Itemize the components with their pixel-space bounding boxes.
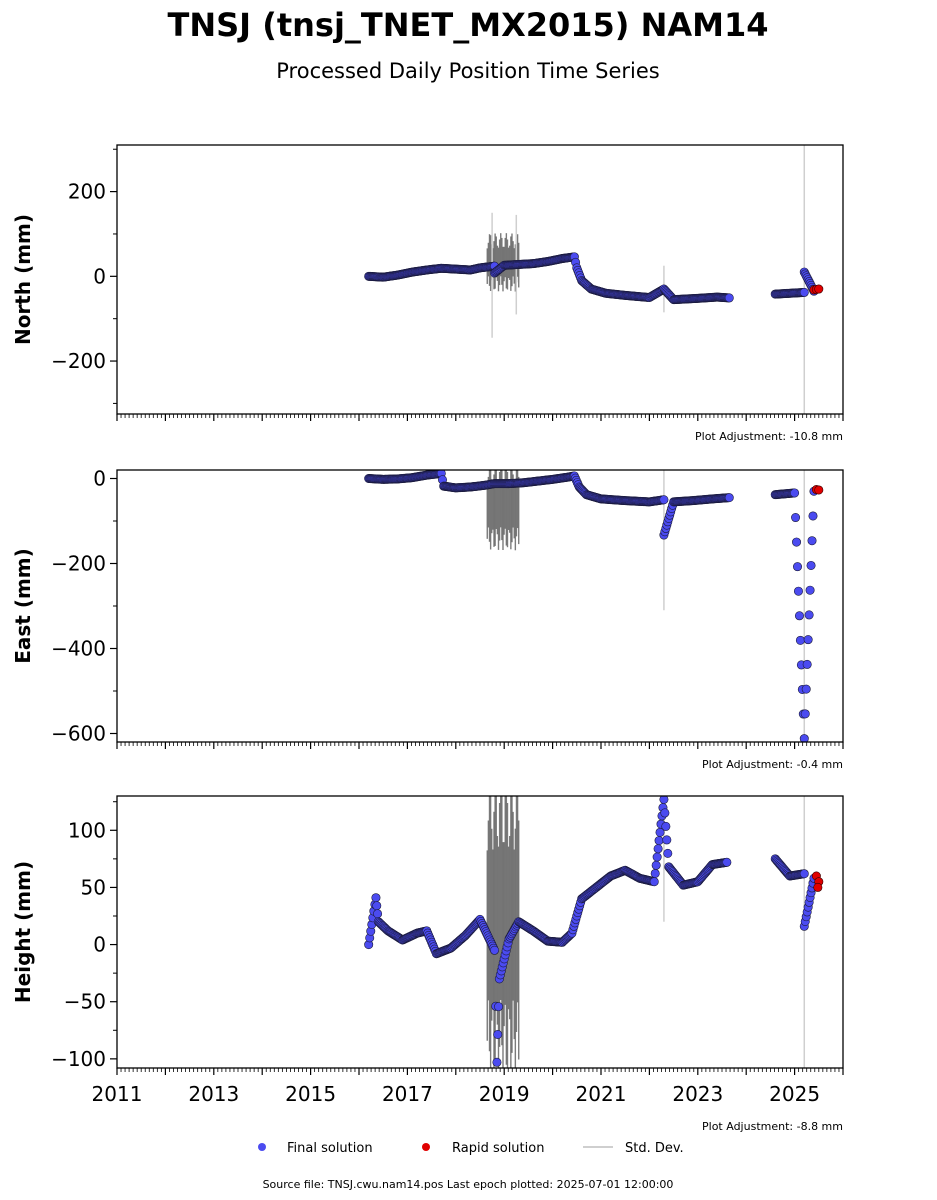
- height-final-point: [722, 857, 732, 867]
- east-rapid-point: [814, 485, 824, 495]
- north-frame: [116, 144, 844, 415]
- xtick-label: 2013: [188, 1082, 239, 1106]
- east-frame: [116, 469, 844, 743]
- east-final-point: [807, 536, 817, 546]
- north-panel: 200 0 −200 North (mm) Plot Adjustment: -10.8…: [11, 144, 844, 443]
- height-marks: [364, 796, 824, 1068]
- height-rapid-point: [813, 882, 823, 892]
- height-final-point: [371, 893, 381, 903]
- height-final-point: [494, 1002, 504, 1012]
- height-final-point: [650, 868, 660, 878]
- legend: Final solution Rapid solution Std. Dev.: [258, 1141, 684, 1156]
- east-final-point: [795, 635, 805, 645]
- height-final-point: [659, 796, 669, 804]
- north-adjustment: Plot Adjustment: -10.8 mm: [695, 430, 843, 443]
- east-ylabel: East (mm): [11, 548, 35, 664]
- height-panel: 100 50 0 −50 −100 Height (mm) Plot Adjustment:…: [11, 795, 844, 1133]
- legend-rapid-label: Rapid solution: [452, 1141, 544, 1156]
- legend-final-marker: [258, 1143, 266, 1151]
- east-final-point: [794, 611, 804, 621]
- east-final-point: [793, 586, 803, 596]
- height-final-point: [492, 1057, 502, 1067]
- north-ytick-label: −200: [51, 349, 106, 373]
- east-final-point: [790, 488, 800, 498]
- east-final-point: [724, 493, 734, 503]
- east-ytick-label: −600: [51, 722, 106, 746]
- panels: 200 0 −200 North (mm) Plot Adjustment: -10.8…: [11, 144, 844, 1133]
- height-final-point: [799, 869, 809, 879]
- north-ylabel: North (mm): [11, 214, 35, 345]
- east-marks: [364, 470, 824, 742]
- height-final-point: [660, 808, 670, 818]
- east-ytick-label: −200: [51, 552, 106, 576]
- height-final-point: [653, 844, 663, 854]
- east-final-point: [804, 610, 814, 620]
- height-final-point: [490, 945, 500, 955]
- east-final-point: [802, 659, 812, 669]
- height-frame: [116, 795, 844, 1069]
- east-final-point: [805, 585, 815, 595]
- north-marks: [364, 145, 824, 414]
- height-final-point: [649, 877, 659, 887]
- east-final-point: [800, 709, 810, 719]
- height-final-point: [493, 1029, 503, 1039]
- east-adjustment: Plot Adjustment: -0.4 mm: [702, 758, 843, 771]
- east-final-point: [808, 511, 818, 521]
- east-final-point: [806, 560, 816, 570]
- east-final-point: [792, 537, 802, 547]
- height-final-point: [651, 860, 661, 870]
- figure-subtitle: Processed Daily Position Time Series: [276, 59, 660, 83]
- east-ytick-label: −400: [51, 637, 106, 661]
- east-final-point: [793, 562, 803, 572]
- xtick-label: 2025: [769, 1082, 820, 1106]
- height-final-point: [662, 835, 672, 845]
- north-final-point: [724, 293, 734, 303]
- legend-rapid-marker: [422, 1143, 430, 1151]
- east-ytick-label: 0: [93, 467, 106, 491]
- legend-stddev-label: Std. Dev.: [625, 1141, 684, 1156]
- east-final-point: [799, 734, 809, 742]
- height-ylabel: Height (mm): [11, 861, 35, 1003]
- xtick-label: 2015: [285, 1082, 336, 1106]
- east-final-point: [791, 513, 801, 523]
- north-ytick-label: 0: [93, 264, 106, 288]
- height-final-point: [652, 852, 662, 862]
- height-adjustment: Plot Adjustment: -8.8 mm: [702, 1120, 843, 1133]
- height-ytick-label: −50: [64, 990, 106, 1014]
- east-panel: 0 −200 −400 −600 East (mm) Plot Adjustment: -…: [11, 467, 844, 771]
- xtick-label: 2019: [479, 1082, 530, 1106]
- height-final-point: [654, 836, 664, 846]
- height-ytick-label: 50: [81, 875, 106, 899]
- north-final-point: [799, 287, 809, 297]
- height-final-point: [373, 909, 383, 919]
- height-final-point: [372, 901, 382, 911]
- xtick-label: 2017: [382, 1082, 433, 1106]
- xtick-label: 2023: [672, 1082, 723, 1106]
- figure-title: TNSJ (tnsj_TNET_MX2015) NAM14: [168, 6, 769, 44]
- north-ytick-label: 200: [68, 180, 106, 204]
- north-rapid-point: [814, 284, 824, 294]
- height-ytick-label: 100: [68, 818, 106, 842]
- source-note: Source file: TNSJ.cwu.nam14.pos Last epo…: [263, 1178, 674, 1191]
- legend-final-label: Final solution: [287, 1141, 373, 1156]
- east-final-point: [801, 684, 811, 694]
- height-final-point: [661, 821, 671, 831]
- xtick-label: 2011: [92, 1082, 143, 1106]
- height-ytick-label: −100: [51, 1047, 106, 1071]
- east-final-point: [803, 635, 813, 645]
- xtick-label: 2021: [576, 1082, 627, 1106]
- height-ytick-label: 0: [93, 933, 106, 957]
- east-final-point: [659, 495, 669, 505]
- height-final-point: [663, 848, 673, 858]
